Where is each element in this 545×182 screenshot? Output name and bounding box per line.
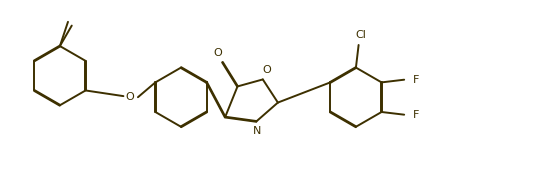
Text: F: F [413, 110, 419, 120]
Text: F: F [413, 75, 419, 85]
Text: O: O [125, 92, 134, 102]
Text: Cl: Cl [356, 30, 367, 40]
Text: O: O [263, 65, 271, 75]
Text: O: O [214, 48, 222, 58]
Text: N: N [253, 126, 262, 136]
